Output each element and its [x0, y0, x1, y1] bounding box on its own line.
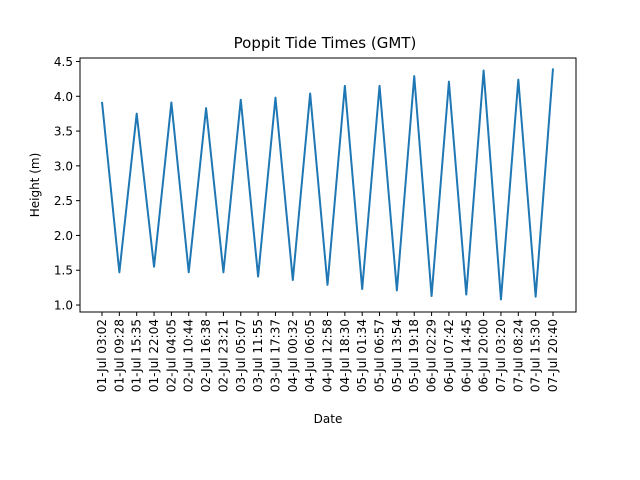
data-point: [153, 266, 155, 268]
data-point: [396, 289, 398, 291]
data-point: [361, 288, 363, 290]
x-tick-label: 04-Jul 18:30: [338, 319, 352, 392]
y-tick-label: 2.0: [54, 229, 73, 243]
x-tick-label: 04-Jul 06:05: [303, 319, 317, 392]
x-tick-label: 05-Jul 01:34: [355, 319, 369, 392]
x-tick-label: 02-Jul 04:05: [164, 319, 178, 392]
x-tick-label: 03-Jul 17:37: [268, 319, 282, 392]
data-point: [500, 298, 502, 300]
y-tick-label: 1.0: [54, 299, 73, 313]
tide-height-line: [101, 68, 554, 301]
x-tick-label: 07-Jul 20:40: [546, 319, 560, 392]
x-tick-label: 01-Jul 09:28: [112, 319, 126, 392]
data-point: [379, 85, 381, 87]
data-point: [118, 271, 120, 273]
data-point: [309, 92, 311, 94]
data-point: [483, 70, 485, 72]
x-tick-label: 02-Jul 16:38: [199, 319, 213, 392]
plot-area: 1.01.52.02.53.03.54.04.501-Jul 03:02 01-J…: [54, 55, 560, 392]
y-tick-label: 3.5: [54, 125, 73, 139]
y-tick-label: 4.0: [54, 90, 73, 104]
data-point: [517, 79, 519, 81]
x-tick-label: 01-Jul 22:04: [147, 319, 161, 392]
x-tick-label: 03-Jul 05:07: [234, 319, 248, 392]
data-point: [274, 97, 276, 99]
x-tick-label: 01-Jul 15:35: [130, 319, 144, 392]
data-point: [431, 295, 433, 297]
x-tick-label: 04-Jul 12:58: [321, 319, 335, 392]
x-tick-label: 01-Jul 03:02: [95, 319, 109, 392]
y-tick-label: 4.5: [54, 55, 73, 69]
x-tick-label: 05-Jul 06:57: [373, 319, 387, 392]
x-tick-label: 02-Jul 10:44: [182, 319, 196, 392]
data-point: [136, 113, 138, 115]
x-tick-label: 06-Jul 14:45: [459, 319, 473, 392]
y-tick-label: 1.5: [54, 264, 73, 278]
x-tick-label: 06-Jul 07:42: [442, 319, 456, 392]
data-point: [257, 276, 259, 278]
data-point: [465, 294, 467, 296]
x-tick-label: 06-Jul 02:29: [425, 319, 439, 392]
x-tick-label: 05-Jul 13:54: [390, 319, 404, 392]
x-tick-label: 07-Jul 08:24: [511, 319, 525, 392]
data-point: [170, 102, 172, 104]
data-point: [327, 284, 329, 286]
x-tick-label: 06-Jul 20:00: [477, 319, 491, 392]
data-point: [188, 271, 190, 273]
y-axis-label: Height (m): [28, 153, 42, 218]
y-tick-label: 2.5: [54, 194, 73, 208]
chart-title: Poppit Tide Times (GMT): [234, 34, 417, 52]
x-tick-label: 02-Jul 23:21: [216, 319, 230, 392]
x-tick-label: 03-Jul 11:55: [251, 319, 265, 392]
data-point: [552, 67, 554, 69]
data-point: [101, 101, 103, 103]
data-point: [344, 85, 346, 87]
x-axis-label: Date: [314, 412, 343, 426]
data-point: [448, 81, 450, 83]
data-point: [240, 99, 242, 101]
data-point: [292, 279, 294, 281]
data-point: [205, 107, 207, 109]
x-tick-label: 04-Jul 00:32: [286, 319, 300, 392]
data-point: [222, 271, 224, 273]
y-tick-label: 3.0: [54, 159, 73, 173]
data-point: [413, 75, 415, 77]
data-point: [535, 296, 537, 298]
x-tick-label: 05-Jul 19:18: [407, 319, 421, 392]
x-tick-label: 07-Jul 15:30: [529, 319, 543, 392]
x-tick-label: 07-Jul 03:20: [494, 319, 508, 392]
axes-frame: [79, 57, 577, 313]
